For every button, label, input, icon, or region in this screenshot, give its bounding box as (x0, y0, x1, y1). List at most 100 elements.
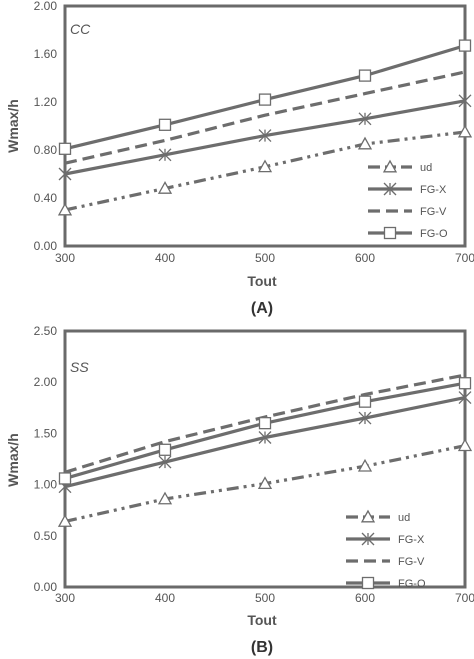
series-fg-o (58, 39, 472, 155)
series-fg-x (58, 94, 472, 181)
square-marker (58, 142, 72, 155)
asterisk-marker (458, 94, 472, 108)
square-marker (383, 226, 397, 240)
triangle-marker (157, 491, 173, 505)
square-marker (458, 39, 472, 52)
x-tick-label: 700 (455, 591, 474, 605)
plot-frame (63, 329, 467, 589)
y-tick-label: 1.50 (34, 426, 58, 440)
asterisk-marker (158, 455, 172, 469)
series-fg-o (58, 377, 472, 485)
x-tick-label: 500 (255, 591, 275, 605)
y-tick-label: 2.00 (34, 0, 58, 13)
triangle-marker (457, 438, 473, 452)
square-marker (458, 377, 472, 390)
triangle-marker (360, 509, 376, 523)
legend-item: FG-X (346, 532, 425, 546)
legend-item: FG-O (368, 226, 448, 240)
triangle-marker (157, 181, 173, 194)
y-tick-label: 0.40 (34, 191, 58, 205)
y-tick-label: 2.50 (34, 324, 58, 338)
square-marker (358, 69, 372, 82)
square-marker (258, 93, 272, 106)
legend-label: FG-X (420, 184, 447, 196)
triangle-marker (57, 202, 73, 216)
x-tick-labels: 300 400 500 600 700 (55, 251, 474, 265)
legend-item: FG-V (346, 556, 425, 568)
panel-annotation: CC (70, 21, 91, 37)
legend-label: ud (420, 162, 432, 174)
asterisk-marker (358, 112, 372, 126)
asterisk-marker (258, 431, 272, 444)
series-layer (57, 39, 473, 216)
panel-label: (B) (251, 639, 273, 656)
x-axis-title: Tout (247, 273, 277, 289)
chart-panel-b: SS Wmax/h Tout (B) 300 400 500 600 700 0.00 0… (5, 324, 474, 656)
asterisk-marker (383, 182, 397, 196)
y-tick-label: 1.60 (34, 47, 58, 61)
triangle-marker (357, 136, 373, 150)
panel-annotation: SS (70, 359, 89, 375)
legend-label: FG-V (398, 556, 425, 568)
legend-item: FG-X (368, 182, 447, 196)
y-tick-label: 1.00 (34, 478, 58, 492)
y-tick-label: 1.20 (34, 95, 58, 109)
triangle-marker (57, 514, 73, 527)
y-tick-label: 0.50 (34, 529, 58, 543)
square-marker (358, 395, 372, 408)
triangle-marker (257, 476, 273, 490)
series-line (64, 381, 466, 480)
series-ud (57, 124, 473, 216)
series-fg-x (58, 391, 472, 494)
x-tick-label: 600 (355, 251, 375, 265)
series-fg-v (64, 70, 466, 165)
triangle-marker (257, 159, 273, 173)
triangle-marker (457, 124, 473, 138)
legend: ud FG-X FG-V FG-O (368, 159, 448, 240)
asterisk-marker (358, 411, 372, 425)
y-tick-label: 0.80 (34, 143, 58, 157)
legend: ud FG-X FG-V FG-O (346, 509, 426, 590)
legend-label: FG-V (420, 206, 447, 218)
legend-label: FG-O (398, 578, 426, 590)
x-tick-label: 300 (55, 591, 75, 605)
x-tick-label: 400 (155, 251, 175, 265)
y-tick-labels: 0.00 0.50 1.00 1.50 2.00 2.50 (34, 324, 58, 594)
triangle-marker (382, 159, 398, 173)
chart-panel-a: CC Wmax/h Tout (A) 300 400 500 600 700 0.000… (5, 0, 474, 317)
legend-item: ud (346, 509, 410, 524)
square-marker (361, 576, 375, 590)
square-marker (158, 118, 172, 131)
y-tick-label: 0.00 (34, 239, 58, 253)
series-ud (57, 438, 473, 527)
legend-item: ud (368, 159, 432, 174)
y-axis-title: Wmax/h (5, 433, 21, 487)
x-tick-label: 500 (255, 251, 275, 265)
x-tick-labels: 300 400 500 600 700 (55, 591, 474, 605)
legend-label: ud (398, 512, 410, 524)
triangle-marker (357, 458, 373, 472)
panel-label: (A) (251, 300, 273, 317)
square-marker (258, 417, 272, 430)
x-tick-label: 600 (355, 591, 375, 605)
asterisk-marker (258, 129, 272, 143)
asterisk-marker (458, 391, 472, 405)
square-marker (158, 443, 172, 456)
legend-label: FG-X (398, 534, 425, 546)
x-tick-label: 400 (155, 591, 175, 605)
y-axis-title: Wmax/h (5, 99, 21, 153)
series-line (64, 70, 466, 165)
x-tick-label: 300 (55, 251, 75, 265)
x-tick-label: 700 (455, 251, 474, 265)
asterisk-marker (58, 167, 72, 181)
x-axis-title: Tout (247, 612, 277, 628)
legend-item: FG-V (368, 206, 447, 218)
legend-item: FG-O (346, 576, 426, 590)
y-tick-labels: 0.00 0.40 0.80 1.20 1.60 2.00 (34, 0, 58, 253)
y-tick-label: 0.00 (34, 580, 58, 594)
series-layer (57, 373, 473, 527)
legend-label: FG-O (420, 228, 448, 240)
asterisk-marker (361, 532, 375, 546)
asterisk-marker (158, 148, 172, 162)
